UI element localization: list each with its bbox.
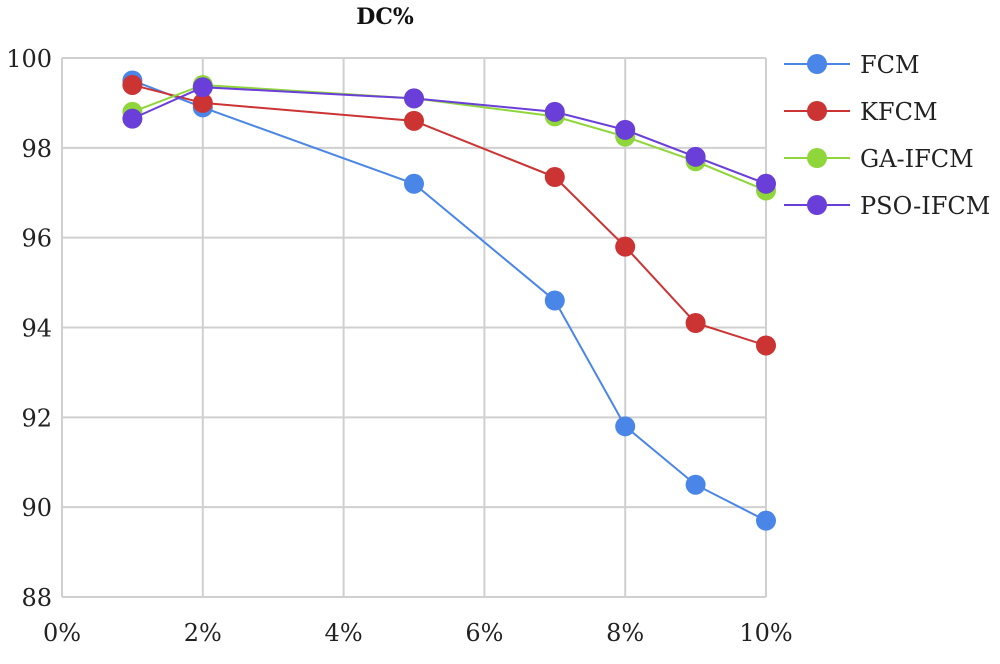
legend-label: GA-IFCM [860,145,974,173]
legend-label: KFCM [860,98,938,126]
data-point [615,119,636,140]
legend-item: PSO-IFCM [784,192,990,220]
y-tick-label: 90 [21,494,52,522]
x-tick-label: 4% [325,619,363,647]
y-tick-label: 100 [6,45,52,73]
data-point [756,335,776,356]
series-pso-ifcm [122,77,776,194]
data-point [122,74,143,95]
data-point [192,92,213,113]
data-point [192,77,213,98]
y-tick-label: 88 [21,584,52,612]
legend-item: GA-IFCM [784,145,974,173]
data-point [544,101,565,122]
chart-title: DC% [356,4,414,30]
legend-item: FCM [784,51,920,79]
y-tick-label: 94 [21,315,52,343]
y-tick-label: 98 [21,135,52,163]
legend-marker [807,101,827,121]
series-ga-ifcm [122,74,776,201]
data-point [404,110,424,131]
data-point [544,167,565,188]
data-point [685,146,706,167]
data-point [685,313,706,334]
legend-marker [807,54,827,74]
data-point [404,173,424,194]
data-point [404,88,424,109]
legend: FCM KFCM GA-IFCM PSO-IFCM [784,51,990,220]
series-group [122,70,776,531]
grid [61,57,767,598]
legend-label: PSO-IFCM [860,192,990,220]
x-tick-label: 6% [465,619,503,647]
legend-marker [807,148,827,168]
series-kfcm [122,74,776,356]
y-tick-label: 92 [21,404,52,432]
series-line [132,83,767,192]
series-line [132,83,767,347]
data-point [685,474,706,495]
x-tick-label: 8% [606,619,644,647]
y-axis-ticks: 88 90 92 94 96 98 100 [6,45,52,612]
data-point [544,290,565,311]
x-tick-label: 0% [43,619,81,647]
legend-label: FCM [860,51,920,79]
x-axis-ticks: 0% 2% 4% 6% 8% 10% [43,619,793,647]
data-point [615,236,636,257]
x-tick-label: 2% [184,619,222,647]
data-point [122,108,143,129]
data-point [756,510,776,531]
y-tick-label: 96 [21,225,52,253]
legend-item: KFCM [784,98,938,126]
x-tick-label: 10% [739,619,792,647]
data-point [615,416,636,437]
data-point [756,173,776,194]
legend-marker [807,195,827,215]
series-fcm [122,70,776,531]
